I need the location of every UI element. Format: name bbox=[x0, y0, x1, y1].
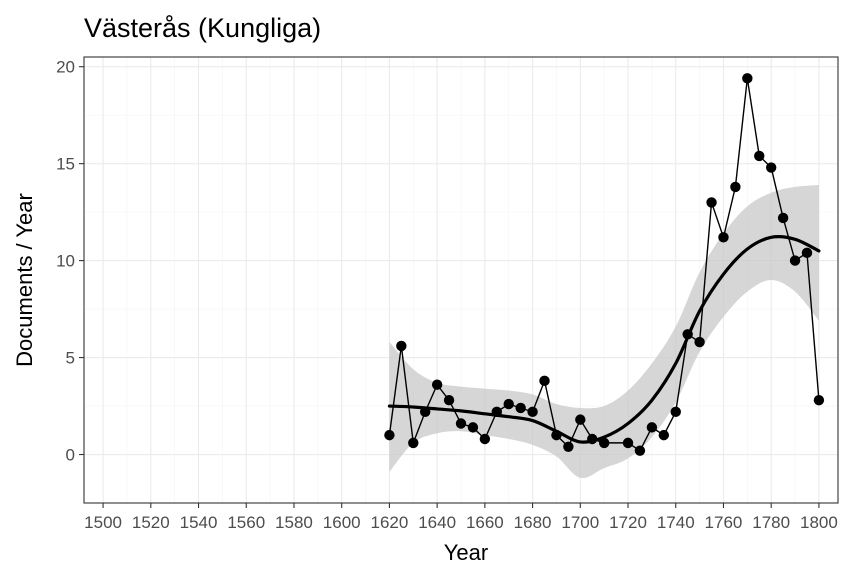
y-tick-label: 0 bbox=[66, 446, 75, 465]
data-point bbox=[706, 197, 717, 208]
data-point bbox=[622, 437, 634, 449]
y-tick-label: 15 bbox=[56, 155, 75, 174]
x-tick-label: 1600 bbox=[323, 513, 361, 532]
data-point bbox=[813, 395, 825, 406]
chart-title: Västerås (Kungliga) bbox=[84, 13, 321, 43]
data-point bbox=[539, 375, 550, 387]
data-point bbox=[598, 437, 610, 449]
data-point bbox=[789, 255, 801, 266]
x-tick-label: 1640 bbox=[418, 513, 456, 532]
y-tick-label: 5 bbox=[66, 349, 75, 368]
x-tick-label: 1500 bbox=[84, 513, 122, 532]
data-point bbox=[384, 429, 395, 441]
data-point bbox=[718, 232, 729, 243]
x-tick-label: 1560 bbox=[227, 513, 265, 532]
data-point bbox=[587, 433, 598, 445]
panel-border bbox=[83, 56, 839, 504]
y-tick-label: 20 bbox=[56, 58, 75, 77]
data-point bbox=[730, 181, 741, 193]
data-point bbox=[491, 406, 502, 418]
x-tick-label: 1540 bbox=[180, 513, 218, 532]
x-tick-label: 1740 bbox=[657, 513, 695, 532]
data-point bbox=[742, 73, 753, 84]
data-point bbox=[670, 406, 681, 418]
data-point bbox=[515, 402, 526, 414]
data-point bbox=[682, 329, 693, 340]
smooth-trend-line bbox=[387, 235, 821, 444]
data-point bbox=[455, 418, 467, 429]
data-points-layer bbox=[384, 73, 825, 456]
data-point bbox=[467, 422, 479, 433]
x-axis-ticks: 1500 1520 1540 1560 1580 1600 1620 1640 1660 1680… bbox=[84, 503, 838, 532]
x-tick-label: 1760 bbox=[705, 513, 743, 532]
x-axis-title: Year bbox=[444, 540, 488, 565]
data-point bbox=[503, 398, 514, 410]
data-point bbox=[443, 395, 455, 406]
data-point bbox=[634, 445, 646, 456]
data-point bbox=[551, 429, 562, 441]
y-axis-title: Documents / Year bbox=[12, 193, 37, 367]
confidence-band-layer bbox=[389, 184, 819, 479]
x-tick-label: 1680 bbox=[514, 513, 552, 532]
data-point bbox=[754, 150, 765, 162]
x-tick-label: 1700 bbox=[561, 513, 599, 532]
data-point bbox=[396, 340, 407, 352]
confidence-band bbox=[389, 184, 819, 479]
data-point bbox=[801, 247, 813, 259]
x-tick-label: 1620 bbox=[371, 513, 409, 532]
data-point bbox=[420, 406, 431, 418]
data-point bbox=[777, 212, 789, 224]
data-point bbox=[431, 379, 443, 390]
x-tick-label: 1660 bbox=[466, 513, 504, 532]
x-tick-label: 1720 bbox=[609, 513, 647, 532]
data-point bbox=[694, 336, 705, 348]
y-tick-label: 10 bbox=[56, 252, 75, 271]
y-axis-ticks: 0 5 10 15 20 bbox=[56, 58, 84, 465]
x-tick-label: 1520 bbox=[132, 513, 170, 532]
data-point bbox=[658, 429, 670, 441]
data-point bbox=[479, 433, 491, 445]
smooth-line-layer bbox=[387, 235, 821, 444]
data-point bbox=[575, 414, 586, 425]
x-tick-label: 1580 bbox=[275, 513, 313, 532]
x-tick-label: 1800 bbox=[800, 513, 838, 532]
data-point bbox=[563, 441, 574, 452]
x-tick-label: 1780 bbox=[752, 513, 790, 532]
data-point bbox=[765, 162, 777, 173]
data-point bbox=[527, 406, 538, 418]
data-point bbox=[646, 422, 658, 433]
data-point bbox=[408, 437, 419, 449]
